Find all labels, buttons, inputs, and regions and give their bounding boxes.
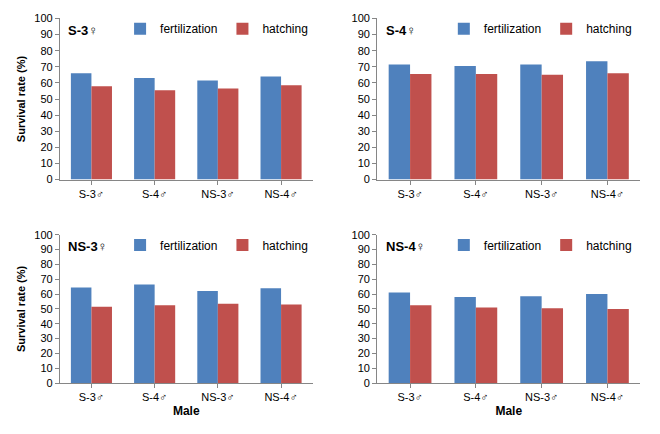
svg-text:40: 40: [40, 318, 52, 330]
svg-text:10: 10: [358, 362, 370, 374]
svg-text:S-4♂: S-4♂: [463, 188, 488, 200]
svg-text:40: 40: [40, 109, 52, 121]
svg-text:S-3♂: S-3♂: [397, 391, 422, 403]
svg-text:20: 20: [358, 347, 370, 359]
svg-text:Male: Male: [173, 404, 200, 418]
svg-text:80: 80: [358, 258, 370, 270]
svg-text:80: 80: [358, 45, 370, 57]
svg-text:70: 70: [40, 273, 52, 285]
svg-text:90: 90: [40, 28, 52, 40]
svg-text:90: 90: [40, 243, 52, 255]
svg-text:40: 40: [358, 109, 370, 121]
svg-text:S-3♂: S-3♂: [79, 391, 104, 403]
svg-text:100: 100: [352, 12, 370, 24]
svg-text:60: 60: [40, 288, 52, 300]
svg-text:0: 0: [364, 377, 370, 389]
svg-text:70: 70: [40, 61, 52, 73]
svg-text:30: 30: [40, 125, 52, 137]
svg-text:NS-4♀: NS-4♀: [386, 239, 425, 254]
svg-text:80: 80: [40, 45, 52, 57]
svg-text:NS-4♂: NS-4♂: [591, 188, 624, 200]
svg-text:hatching: hatching: [262, 22, 307, 36]
svg-text:90: 90: [358, 243, 370, 255]
svg-text:10: 10: [40, 157, 52, 169]
svg-text:fertilization: fertilization: [484, 239, 541, 253]
svg-text:S-3♀: S-3♀: [68, 23, 98, 38]
svg-text:70: 70: [358, 61, 370, 73]
svg-text:NS-3♂: NS-3♂: [525, 391, 558, 403]
svg-text:Male: Male: [495, 404, 522, 418]
svg-text:Survival rate (%): Survival rate (%): [15, 56, 27, 143]
svg-text:80: 80: [40, 258, 52, 270]
svg-text:20: 20: [358, 141, 370, 153]
svg-text:hatching: hatching: [586, 239, 631, 253]
svg-text:10: 10: [40, 362, 52, 374]
svg-text:0: 0: [47, 377, 53, 389]
svg-text:60: 60: [358, 77, 370, 89]
svg-text:S-4♂: S-4♂: [142, 188, 167, 200]
svg-text:100: 100: [34, 229, 52, 241]
svg-text:100: 100: [352, 229, 370, 241]
svg-text:fertilization: fertilization: [484, 22, 541, 36]
svg-text:NS-4♂: NS-4♂: [264, 391, 297, 403]
svg-text:hatching: hatching: [262, 239, 307, 253]
svg-text:30: 30: [40, 332, 52, 344]
svg-text:60: 60: [40, 77, 52, 89]
svg-text:S-4♂: S-4♂: [463, 391, 488, 403]
svg-text:NS-3♂: NS-3♂: [201, 391, 234, 403]
svg-text:hatching: hatching: [586, 22, 631, 36]
svg-text:50: 50: [358, 303, 370, 315]
svg-text:S-3♂: S-3♂: [397, 188, 422, 200]
svg-text:20: 20: [40, 347, 52, 359]
svg-text:NS-4♂: NS-4♂: [591, 391, 624, 403]
svg-text:40: 40: [358, 318, 370, 330]
svg-text:90: 90: [358, 28, 370, 40]
svg-text:60: 60: [358, 288, 370, 300]
svg-text:30: 30: [358, 125, 370, 137]
svg-text:0: 0: [47, 173, 53, 185]
svg-text:fertilization: fertilization: [160, 239, 217, 253]
svg-text:0: 0: [364, 173, 370, 185]
svg-text:NS-3♂: NS-3♂: [525, 188, 558, 200]
svg-text:NS-4♂: NS-4♂: [264, 188, 297, 200]
svg-text:fertilization: fertilization: [160, 22, 217, 36]
svg-text:10: 10: [358, 157, 370, 169]
svg-text:30: 30: [358, 332, 370, 344]
svg-text:50: 50: [358, 93, 370, 105]
svg-text:NS-3♀: NS-3♀: [68, 239, 107, 254]
svg-text:NS-3♂: NS-3♂: [201, 188, 234, 200]
svg-text:50: 50: [40, 93, 52, 105]
svg-text:S-4♀: S-4♀: [386, 23, 416, 38]
svg-text:S-4♂: S-4♂: [142, 391, 167, 403]
svg-text:50: 50: [40, 303, 52, 315]
svg-text:70: 70: [358, 273, 370, 285]
svg-text:S-3♂: S-3♂: [79, 188, 104, 200]
svg-text:100: 100: [34, 12, 52, 24]
svg-text:Survival rate (%): Survival rate (%): [15, 265, 27, 352]
svg-text:20: 20: [40, 141, 52, 153]
